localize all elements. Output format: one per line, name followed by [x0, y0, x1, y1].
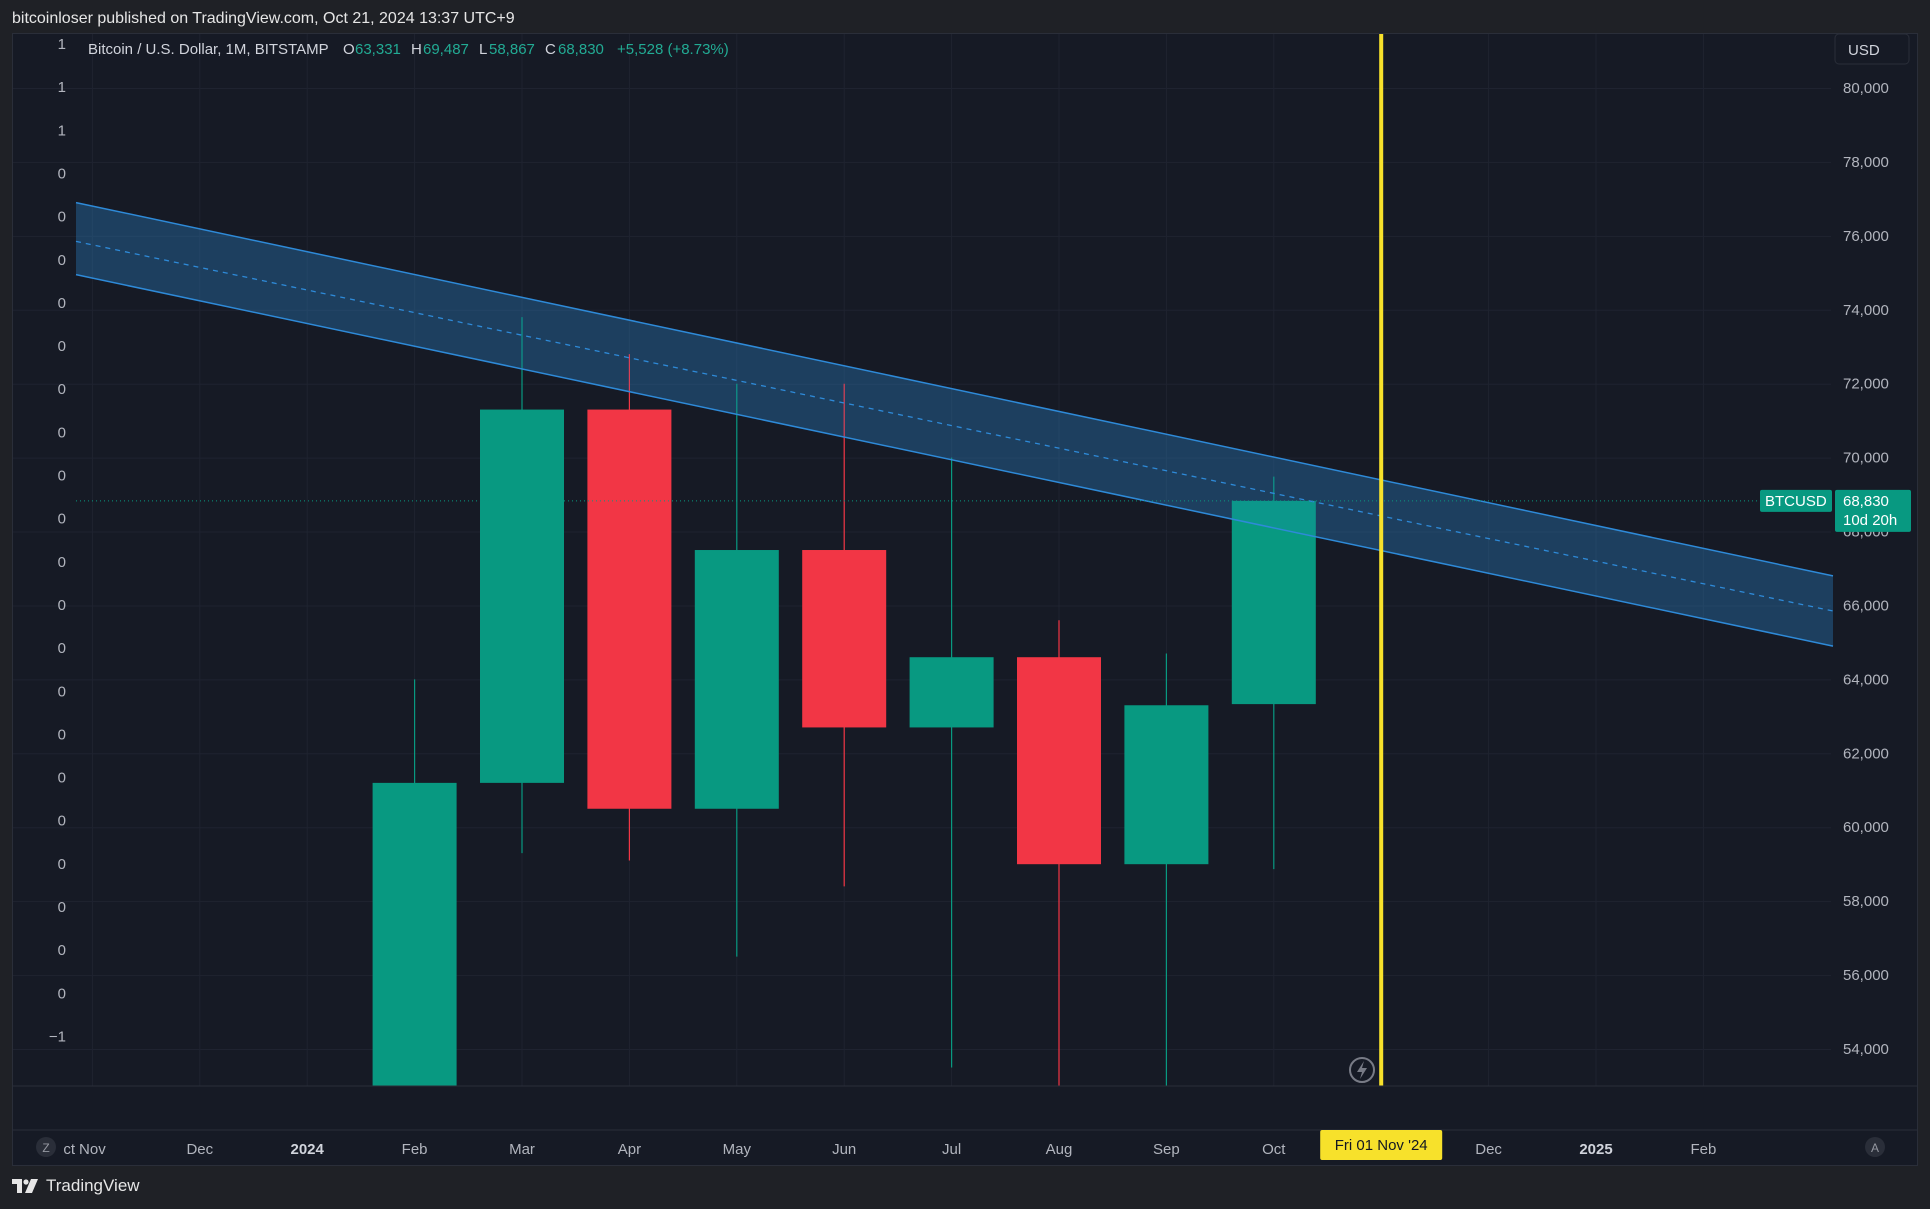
x-axis-tick-label: Oct — [1262, 1141, 1286, 1158]
tradingview-brand[interactable]: TradingView — [12, 1176, 140, 1196]
svg-text:63,331: 63,331 — [355, 41, 401, 58]
left-scale-tick-label: 0 — [58, 985, 66, 1002]
candle-body — [480, 409, 564, 783]
legend-symbol: Bitcoin / U.S. Dollar, 1M, BITSTAMP — [88, 41, 329, 58]
currency-button[interactable]: USD — [1834, 34, 1910, 65]
y-axis-tick-label: 66,000 — [1843, 597, 1889, 614]
left-scale-tick-label: 0 — [58, 942, 66, 959]
x-axis-tick-label: Mar — [509, 1141, 535, 1158]
left-scale-tick-label: 0 — [58, 554, 66, 571]
crosshair-date-label: Fri 01 Nov '24 — [1320, 1130, 1443, 1160]
svg-text:+5,528 (+8.73%): +5,528 (+8.73%) — [617, 41, 729, 58]
y-axis-tick-label: 74,000 — [1843, 302, 1889, 319]
price-tag-symbol: BTCUSD — [1765, 493, 1827, 510]
y-axis-tick-label: 78,000 — [1843, 154, 1889, 171]
x-axis-tick-label: Dec — [186, 1141, 213, 1158]
candle-body — [909, 657, 994, 728]
channel-fill — [76, 202, 1833, 647]
left-scale-tick-label: 0 — [58, 770, 66, 787]
x-axis-tick-label: Dec — [1475, 1141, 1502, 1158]
left-scale-tick-label: −1 — [49, 1028, 66, 1045]
y-axis-tick-label: 72,000 — [1843, 376, 1889, 393]
left-scale-tick-label: 0 — [58, 424, 66, 441]
candle-body — [802, 550, 887, 728]
price-tag-price: 68,830 — [1843, 493, 1889, 510]
left-scale-tick-label: 0 — [58, 511, 66, 528]
x-axis-tick-label: ct — [63, 1141, 76, 1158]
x-axis-tick-label: Sep — [1153, 1141, 1180, 1158]
price-tag: BTCUSD 68,830 10d 20h — [1760, 489, 1911, 532]
left-scale-tick-label: 1 — [58, 122, 66, 139]
left-scale-tick-label: 0 — [58, 899, 66, 916]
x-axis-tick-label: Feb — [402, 1141, 428, 1158]
left-scale-tick-label: 0 — [58, 165, 66, 182]
auto-scale-right-button[interactable]: A — [1865, 1137, 1885, 1157]
left-scale-tick-label: 0 — [58, 640, 66, 657]
price-tag-countdown: 10d 20h — [1843, 512, 1897, 529]
chart-panel[interactable]: 54,000 56,000 58,000 60,000 62,000 64,000 66,0… — [12, 33, 1918, 1166]
candle-body — [694, 550, 779, 809]
y-axis-tick-label: 60,000 — [1843, 819, 1889, 836]
tradingview-logo-icon — [12, 1179, 38, 1193]
x-axis-tick-label: Jun — [832, 1141, 856, 1158]
svg-text:68,830: 68,830 — [558, 41, 604, 58]
svg-text:H: H — [411, 41, 422, 58]
y-axis-tick-label: 56,000 — [1843, 967, 1889, 984]
left-scale-tick-label: 0 — [58, 597, 66, 614]
svg-text:O: O — [343, 41, 355, 58]
svg-text:L: L — [479, 41, 487, 58]
y-axis-tick-label: 80,000 — [1843, 80, 1889, 97]
y-axis-tick-label: 58,000 — [1843, 893, 1889, 910]
svg-text:Fri 01 Nov '24: Fri 01 Nov '24 — [1335, 1137, 1428, 1154]
left-scale-tick-label: 0 — [58, 468, 66, 485]
x-axis-tick-label: 2024 — [291, 1141, 325, 1158]
x-axis-tick-label: Apr — [618, 1141, 641, 1158]
left-scale-tick-label: 0 — [58, 338, 66, 355]
y-axis-tick-label: 62,000 — [1843, 745, 1889, 762]
channel-overlay — [76, 202, 1833, 647]
svg-text:Z: Z — [42, 1141, 49, 1155]
left-scale-tick-label: 0 — [58, 252, 66, 269]
tradingview-brand-label: TradingView — [46, 1176, 140, 1195]
x-axis-tick-label: Aug — [1046, 1141, 1073, 1158]
auto-scale-left-button[interactable]: Z — [36, 1137, 56, 1157]
y-axis-tick-label: 64,000 — [1843, 671, 1889, 688]
x-axis-tick-label: Jul — [942, 1141, 961, 1158]
left-scale-tick-label: 1 — [58, 79, 66, 96]
publish-info: bitcoinloser published on TradingView.co… — [12, 10, 515, 27]
legend-ohlc: O 63,331 H 69,487 L 58,867 C 68,830 +5,5… — [343, 41, 729, 58]
x-axis-tick-label: Feb — [1690, 1141, 1716, 1158]
left-scale-tick-label: 0 — [58, 726, 66, 743]
left-scale-tick-label: 0 — [58, 295, 66, 312]
x-axis-tick-label: Nov — [79, 1141, 106, 1158]
left-scale-tick-label: 0 — [58, 813, 66, 830]
svg-text:69,487: 69,487 — [423, 41, 469, 58]
candle-body — [587, 409, 672, 809]
channel-lower-line — [75, 273, 1834, 647]
svg-text:USD: USD — [1848, 42, 1880, 59]
left-scale-tick-label: 1 — [58, 36, 66, 53]
lightning-icon[interactable] — [1349, 1057, 1375, 1083]
channel-upper-line — [75, 201, 1834, 577]
candle-body — [1017, 657, 1101, 865]
svg-text:C: C — [545, 41, 556, 58]
left-scale-tick-label: 0 — [58, 683, 66, 700]
svg-text:A: A — [1871, 1141, 1879, 1155]
x-axis-tick-label: May — [723, 1141, 752, 1158]
y-axis-tick-label: 54,000 — [1843, 1041, 1889, 1058]
y-axis-tick-label: 76,000 — [1843, 228, 1889, 245]
left-scale-tick-label: 0 — [58, 209, 66, 226]
left-scale-tick-label: 0 — [58, 856, 66, 873]
candle-body — [1231, 500, 1316, 705]
svg-text:58,867: 58,867 — [489, 41, 535, 58]
x-axis-tick-label: 2025 — [1579, 1141, 1612, 1158]
candlestick-chart[interactable]: 54,000 56,000 58,000 60,000 62,000 64,000 66,0… — [13, 34, 1917, 1165]
candle-body — [372, 782, 457, 1086]
candle-body — [1124, 705, 1209, 865]
left-scale-tick-label: 0 — [58, 381, 66, 398]
y-axis-tick-label: 70,000 — [1843, 450, 1889, 467]
